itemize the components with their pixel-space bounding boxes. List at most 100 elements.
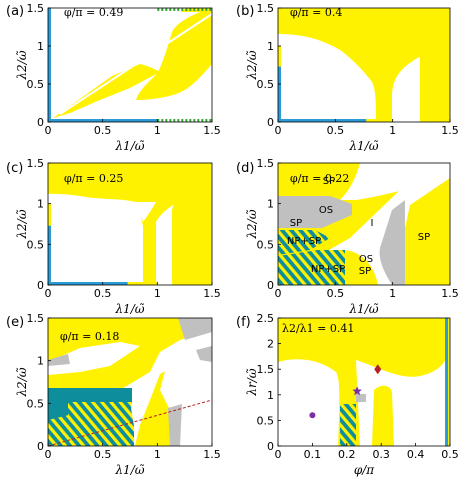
panel-d-axes-frame <box>277 162 451 286</box>
panel-d-region-label-7: OS <box>359 254 373 265</box>
panel-f-white-left <box>278 359 340 446</box>
panel-b-yellow-streak-2 <box>378 18 444 64</box>
panel-b-ytick-label-3: 1.5 <box>257 2 275 15</box>
panel-a-label: (a) <box>6 4 24 19</box>
panel-e-red-dashed-line <box>47 399 213 447</box>
panel-e-gray-strip <box>48 354 70 366</box>
figure-dynamic-layer: 0 0.5 1 1.500.511.5λ1/ω̃λ2/ω̃(a) φ/π = 0.490… <box>6 2 459 477</box>
panel-d-xtick-label-0: 0 <box>275 287 282 300</box>
panel-f-marker-diamond <box>374 364 382 375</box>
panel-d-annotation: φ/π = 0.22 <box>290 172 349 185</box>
panel-f-label: (f) <box>236 315 251 330</box>
panel-d-gray-os-top <box>278 196 352 228</box>
panel-e-xlabel: λ1/ω̃ <box>114 463 144 477</box>
panel-c-ytick-label-1: 0.5 <box>27 238 45 251</box>
panel-c-xtick-label-1: 0.5 <box>94 287 112 300</box>
panel-d-ytick-label-2: 1 <box>267 198 274 211</box>
panel-e-white-left <box>48 342 140 375</box>
panel-e-xtick-label-1: 0.5 <box>94 448 112 461</box>
panel-f-ytick-label-1: 0.5 <box>257 414 275 427</box>
panel-a-ytick-label-0: 0 <box>37 116 44 129</box>
panel-d-ytick-label-0: 0 <box>267 279 274 292</box>
panel-a-ytick-label-2: 1 <box>37 40 44 53</box>
panel-e-gray-right <box>196 346 212 362</box>
panel-f-ytick-label-2: 1 <box>267 389 274 402</box>
panel-d-yellow-quarter <box>345 250 378 285</box>
panel-b-xtick-label-1: 0.5 <box>327 124 345 137</box>
panel-f-hatch-column <box>340 404 356 446</box>
panel-f-marker-circle <box>309 412 316 419</box>
panel-e-xtick-label-0: 0 <box>45 448 52 461</box>
panel-a-regions <box>53 8 213 118</box>
panel-e-teal-top <box>48 388 132 402</box>
panel-c-label: (c) <box>6 161 23 176</box>
panel-b-annotation: φ/π = 0.4 <box>290 6 342 19</box>
panel-f-yellow-island <box>372 385 394 446</box>
panel-d-label: (d) <box>236 161 254 176</box>
panel-a-yellow-wedge <box>53 64 160 118</box>
panel-c-ytick-label-3: 1.5 <box>27 157 45 170</box>
panel-b-axes-frame <box>277 7 451 123</box>
panel-d-region-label-3: I <box>371 218 374 229</box>
panel-b-yellow-streak-1 <box>386 26 450 76</box>
panel-f-axes-frame <box>277 317 451 447</box>
panel-a-xtick-label-1: 0.5 <box>94 124 112 137</box>
panel-c-xlabel: λ1/ω̃ <box>114 302 144 316</box>
panel-a-white-diagonal <box>59 13 213 115</box>
panel-c-axes-frame <box>47 162 213 286</box>
panel-f-ytick-label-5: 2.5 <box>257 312 275 325</box>
panel-e-label: (e) <box>6 315 24 330</box>
panel-f-annotation: λ2/λ1 = 0.41 <box>282 322 354 335</box>
panel-a-yellow-region-main <box>136 8 212 100</box>
panel-c-annotation: φ/π = 0.25 <box>64 172 123 185</box>
panel-e-annotation: φ/π = 0.18 <box>60 330 119 343</box>
panel-c-yellow-region <box>48 163 212 285</box>
panel-b-xtick-label-2: 1 <box>389 124 396 137</box>
panel-f-xtick-label-0: 0 <box>275 448 282 461</box>
panel-f-xtick-label-1: 0.1 <box>304 448 322 461</box>
panel-d-gray-os-right <box>379 200 405 285</box>
panel-b-ytick-label-1: 0.5 <box>257 78 275 91</box>
panel-b-xtick-label-0: 0 <box>275 124 282 137</box>
panel-a-xtick-label-2: 1 <box>154 124 161 137</box>
panel-d-region-label-6: NP+SP <box>311 264 345 275</box>
panel-f-xlabel: φ/π <box>354 463 375 477</box>
panel-b <box>278 8 450 122</box>
panel-a-axes-frame <box>47 7 213 123</box>
panel-d-ylabel: λ2/ω̃ <box>245 209 259 239</box>
panel-d <box>278 163 450 285</box>
panel-c-xtick-label-0: 0 <box>45 287 52 300</box>
panel-a-xtick-label-0: 0 <box>45 124 52 137</box>
panel-b-xlabel: λ1/ω̃ <box>348 139 378 153</box>
panel-e-ytick-label-3: 1.5 <box>27 312 45 325</box>
panel-b-yellow-right <box>420 46 450 122</box>
panel-f-xtick-label-5: 0.5 <box>441 448 459 461</box>
panel-b-label: (b) <box>236 4 254 19</box>
panel-c-ylabel: λ2/ω̃ <box>15 209 29 239</box>
panel-a-ytick-label-1: 0.5 <box>27 78 45 91</box>
panel-d-region-label-5: SP <box>418 232 430 243</box>
panel-e-ytick-label-2: 1 <box>37 355 44 368</box>
panel-f-ytick-label-4: 2 <box>267 338 274 351</box>
panel-c <box>48 163 212 285</box>
panel-c-xtick-label-3: 1.5 <box>203 287 221 300</box>
panel-f-marker-star <box>352 386 362 396</box>
panel-e-ylabel: λ2/ω̃ <box>15 367 29 397</box>
panel-d-xlabel: λ1/ω̃ <box>348 302 378 316</box>
panel-c-ytick-label-2: 1 <box>37 198 44 211</box>
panel-e-xtick-label-2: 1 <box>154 448 161 461</box>
panel-a-annotation: φ/π = 0.49 <box>64 6 123 19</box>
panel-e-ytick-label-1: 0.5 <box>27 397 45 410</box>
panel-f-ytick-label-0: 0 <box>267 440 274 453</box>
panel-d-xtick-label-2: 1 <box>389 287 396 300</box>
panel-c-white-notch <box>136 202 156 222</box>
panel-e-xtick-label-3: 1.5 <box>203 448 221 461</box>
panel-b-ytick-label-2: 1 <box>267 40 274 53</box>
panel-b-xtick-label-3: 1.5 <box>441 124 459 137</box>
panel-d-region-label-8: SP <box>359 266 371 277</box>
panel-c-ytick-label-0: 0 <box>37 279 44 292</box>
panel-e-gray-low <box>168 404 182 446</box>
panel-c-xtick-label-2: 1 <box>154 287 161 300</box>
panel-d-region-label-4: NP+SP <box>287 236 321 247</box>
